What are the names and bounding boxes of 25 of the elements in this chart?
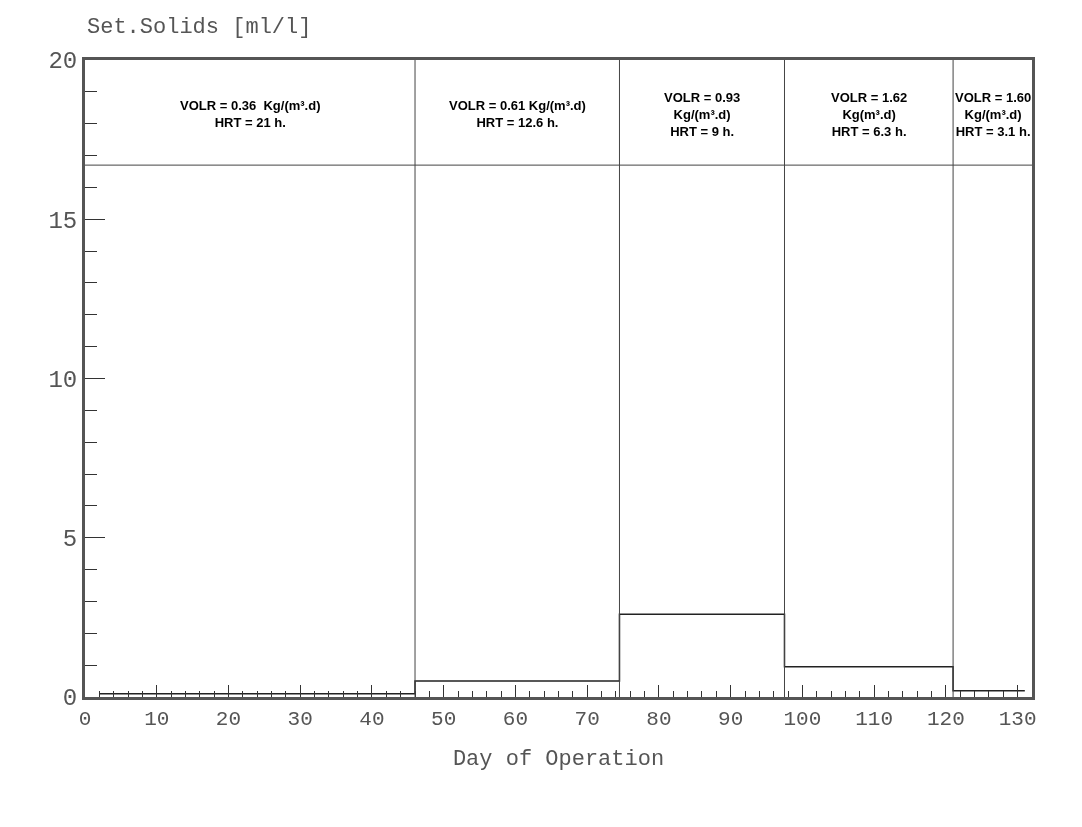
x-tick-label: 20 bbox=[215, 708, 242, 732]
x-tick-label: 70 bbox=[574, 708, 600, 732]
annotation: VOLR = 1.62 Kg(m³.d) HRT = 6.3 h. bbox=[831, 90, 908, 139]
x-tick-label: 40 bbox=[359, 708, 385, 732]
y-tick-label: 5 bbox=[62, 526, 78, 554]
x-tick-label: 130 bbox=[998, 708, 1037, 732]
annotation: VOLR = 0.93 Kg/(m³.d) HRT = 9 h. bbox=[664, 90, 741, 139]
annotation: VOLR = 0.36 Kg/(m³.d) HRT = 21 h. bbox=[180, 98, 321, 130]
y-axis-title: Set.Solids [ml/l] bbox=[87, 15, 312, 40]
x-tick-label: 60 bbox=[502, 708, 529, 732]
x-tick-label: 50 bbox=[431, 708, 457, 732]
y-tick-label: 0 bbox=[62, 685, 78, 713]
x-tick-label: 100 bbox=[783, 708, 822, 732]
y-tick-label: 10 bbox=[48, 366, 78, 394]
x-axis-title: Day of Operation bbox=[452, 747, 665, 773]
annotation: VOLR = 0.61 Kg/(m³.d) HRT = 12.6 h. bbox=[449, 98, 586, 130]
x-tick-label: 110 bbox=[855, 708, 894, 732]
y-tick-label: 15 bbox=[48, 207, 78, 235]
x-tick-label: 90 bbox=[718, 708, 744, 732]
annotation: VOLR = 1.60 Kg/(m³.d) HRT = 3.1 h. bbox=[955, 90, 1032, 139]
x-tick-label: 10 bbox=[144, 708, 170, 732]
x-tick-label: 30 bbox=[287, 708, 313, 732]
x-tick-label: 120 bbox=[927, 708, 965, 732]
y-tick-label: 20 bbox=[48, 48, 78, 76]
x-tick-label: 80 bbox=[646, 708, 672, 732]
